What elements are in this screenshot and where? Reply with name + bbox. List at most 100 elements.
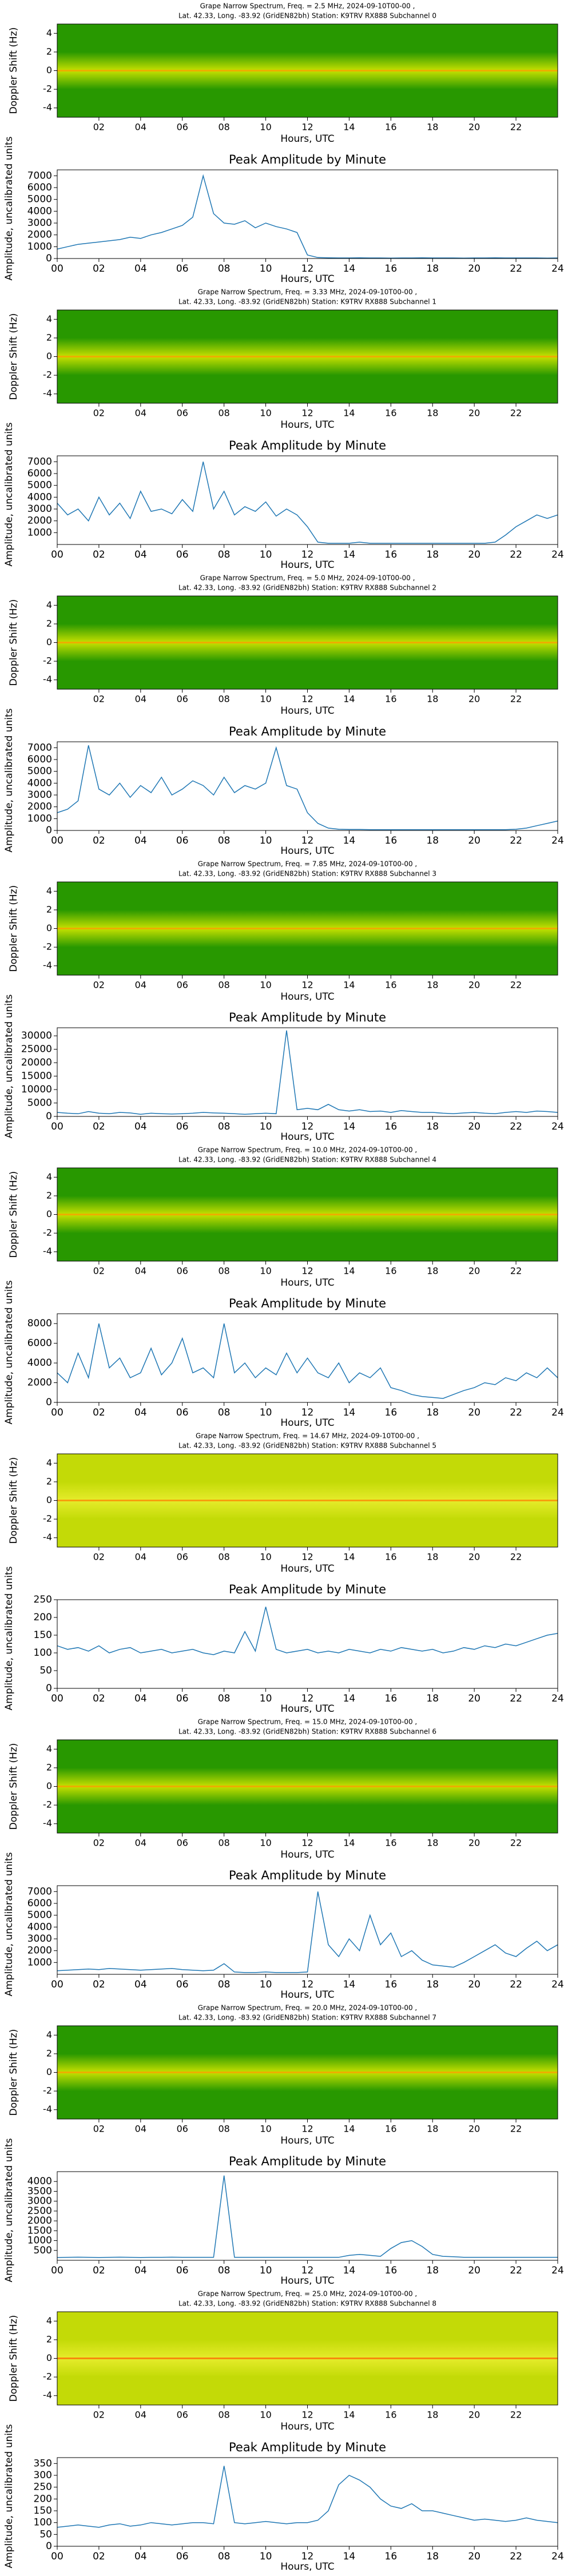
x-tick-label: 18 <box>426 1693 439 1704</box>
x-tick-label: 06 <box>176 1121 189 1132</box>
x-tick-label: 02 <box>93 2124 105 2134</box>
y-tick-label: 2 <box>46 1190 52 1200</box>
plot-frame <box>57 1885 558 1975</box>
plot-frame <box>57 1453 558 1548</box>
y-tick-label: 1000 <box>27 813 52 824</box>
x-tick-label: 04 <box>134 263 147 275</box>
x-tick-label: 20 <box>468 980 480 991</box>
y-tick-label: 0 <box>46 2066 52 2077</box>
y-tick-label: 6000 <box>27 754 52 765</box>
y-tick-label: 4 <box>46 2315 52 2326</box>
y-tick-label: -4 <box>43 2104 52 2114</box>
plot-frame <box>57 23 558 118</box>
y-tick-label: -2 <box>43 2085 52 2096</box>
x-tick-label: 18 <box>426 1979 439 1990</box>
x-tick-label: 10 <box>260 1266 271 1277</box>
plot-frame <box>57 1027 558 1117</box>
x-tick-label: 02 <box>93 694 105 705</box>
y-tick-label: -4 <box>43 102 52 113</box>
chart-subtitle: Lat. 42.33, Long. -83.92 (GridEN82bh) St… <box>178 584 436 592</box>
x-tick-label: 10 <box>260 1407 272 1418</box>
x-tick-label: 08 <box>218 408 229 419</box>
x-tick-label: 04 <box>134 1407 147 1418</box>
y-tick-label: 4 <box>46 599 52 610</box>
x-tick-label: 20 <box>468 1552 480 1563</box>
y-tick-label: 6000 <box>27 1898 52 1909</box>
chart-subtitle: Lat. 42.33, Long. -83.92 (GridEN82bh) St… <box>178 1156 436 1164</box>
y-tick-label: 5000 <box>27 480 52 491</box>
x-tick-label: 12 <box>301 1979 314 1990</box>
plot-frame <box>57 1599 558 1689</box>
x-tick-label: 10 <box>260 2551 272 2562</box>
y-tick-label: 50 <box>39 1665 52 1676</box>
x-tick-label: 18 <box>427 2124 438 2134</box>
x-tick-label: 06 <box>176 1693 189 1704</box>
x-tick-label: 00 <box>51 1979 63 1990</box>
x-tick-label: 14 <box>343 1693 356 1704</box>
x-axis-label: Hours, UTC <box>280 1989 334 2001</box>
x-axis-label: Hours, UTC <box>280 2421 334 2432</box>
y-tick-label: 500 <box>34 2245 52 2256</box>
x-tick-label: 24 <box>551 1979 564 1990</box>
x-tick-label: 12 <box>301 1407 314 1418</box>
y-tick-label: 200 <box>34 1612 52 1623</box>
x-tick-label: 08 <box>218 2265 231 2276</box>
y-tick-label: 300 <box>34 2470 52 2481</box>
x-tick-label: 18 <box>426 549 439 560</box>
x-tick-label: 22 <box>510 2265 522 2276</box>
y-axis-label: Amplitude, uncalibrated units <box>3 2138 15 2282</box>
x-tick-label: 16 <box>385 694 396 705</box>
x-tick-label: 24 <box>551 835 564 846</box>
x-tick-label: 24 <box>551 2551 564 2562</box>
x-tick-label: 08 <box>218 1552 229 1563</box>
x-axis-label: Hours, UTC <box>280 133 334 145</box>
x-tick-label: 04 <box>134 1693 147 1704</box>
y-tick-label: 1000 <box>27 1957 52 1968</box>
x-tick-label: 08 <box>218 1407 231 1418</box>
x-tick-label: 10 <box>260 835 272 846</box>
x-tick-label: 18 <box>427 1838 438 1848</box>
x-tick-label: 04 <box>134 2551 147 2562</box>
x-tick-label: 10 <box>260 980 271 991</box>
x-tick-label: 06 <box>176 549 189 560</box>
x-tick-label: 20 <box>468 1693 480 1704</box>
x-tick-label: 10 <box>260 694 271 705</box>
y-axis-label: Doppler Shift (Hz) <box>8 885 19 972</box>
x-tick-label: 12 <box>301 835 314 846</box>
x-tick-label: 16 <box>385 1838 396 1848</box>
x-tick-label: 14 <box>343 263 356 275</box>
y-tick-label: 4000 <box>27 1921 52 1933</box>
x-axis-label: Hours, UTC <box>280 1417 334 1429</box>
y-tick-label: 6000 <box>27 468 52 479</box>
chart-title: Grape Narrow Spectrum, Freq. = 10.0 MHz,… <box>198 1146 417 1154</box>
x-tick-label: 00 <box>51 1407 63 1418</box>
y-tick-label: 4000 <box>27 777 52 789</box>
x-tick-label: 18 <box>427 1552 438 1563</box>
x-tick-label: 08 <box>218 1979 231 1990</box>
x-tick-label: 10 <box>260 1121 272 1132</box>
y-axis-label: Doppler Shift (Hz) <box>8 599 19 686</box>
x-tick-label: 16 <box>385 2410 396 2420</box>
x-tick-label: 06 <box>176 1979 189 1990</box>
x-tick-label: 06 <box>177 1266 188 1277</box>
x-tick-label: 20 <box>468 694 480 705</box>
y-tick-label: 0 <box>46 253 52 264</box>
x-axis-label: Hours, UTC <box>280 2275 334 2287</box>
x-tick-label: 04 <box>135 1266 146 1277</box>
y-tick-label: 3000 <box>27 1933 52 1945</box>
chart-title: Grape Narrow Spectrum, Freq. = 5.0 MHz, … <box>200 574 415 582</box>
chart-title: Peak Amplitude by Minute <box>229 725 386 738</box>
x-tick-label: 00 <box>51 263 63 275</box>
amplitude-line <box>57 2466 558 2528</box>
y-tick-label: 7000 <box>27 742 52 753</box>
x-tick-label: 10 <box>260 1552 271 1563</box>
y-tick-label: 4000 <box>27 2176 52 2187</box>
x-tick-label: 20 <box>468 1121 480 1132</box>
x-tick-label: 22 <box>510 835 522 846</box>
y-tick-label: 4 <box>46 1171 52 1182</box>
x-tick-label: 08 <box>218 263 231 275</box>
x-tick-label: 04 <box>134 1121 147 1132</box>
y-axis-label: Amplitude, uncalibrated units <box>3 994 15 1138</box>
